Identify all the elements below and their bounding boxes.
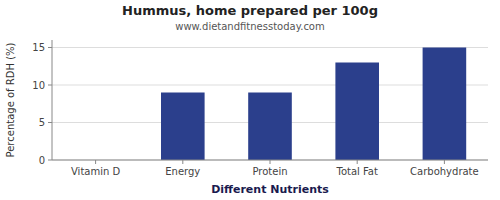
- bar: [423, 48, 467, 161]
- bar: [335, 63, 379, 161]
- y-axis-line: [52, 40, 53, 160]
- y-tick: [48, 122, 52, 123]
- x-tick: [357, 160, 358, 164]
- bar: [161, 93, 205, 161]
- title: Hummus, home prepared per 100g: [122, 3, 378, 18]
- y-tick-label: 10: [32, 80, 45, 91]
- chart-svg: Hummus, home prepared per 100g www.dietan…: [0, 0, 500, 200]
- x-tick: [182, 160, 183, 164]
- x-tick-label: Vitamin D: [71, 166, 120, 177]
- x-tick: [95, 160, 96, 164]
- bars: [161, 48, 466, 161]
- y-tick-label: 15: [32, 42, 45, 53]
- x-tick-label: Total Fat: [335, 166, 377, 177]
- x-tick: [270, 160, 271, 164]
- bar: [248, 93, 292, 161]
- y-tick: [48, 160, 52, 161]
- y-tick-label: 0: [39, 155, 45, 166]
- chart-container: Hummus, home prepared per 100g www.dietan…: [0, 0, 500, 200]
- x-tick: [444, 160, 445, 164]
- y-tick: [48, 47, 52, 48]
- grid: [52, 48, 488, 161]
- x-axis-label: Different Nutrients: [211, 183, 329, 196]
- y-tick: [48, 85, 52, 86]
- subtitle: www.dietandfitnesstoday.com: [175, 21, 324, 32]
- x-tick-label: Protein: [252, 166, 287, 177]
- x-tick-label: Energy: [165, 166, 200, 177]
- y-axis-label: Percentage of RDH (%): [5, 42, 16, 157]
- y-tick-label: 5: [39, 117, 45, 128]
- x-tick-label: Carbohydrate: [410, 166, 479, 177]
